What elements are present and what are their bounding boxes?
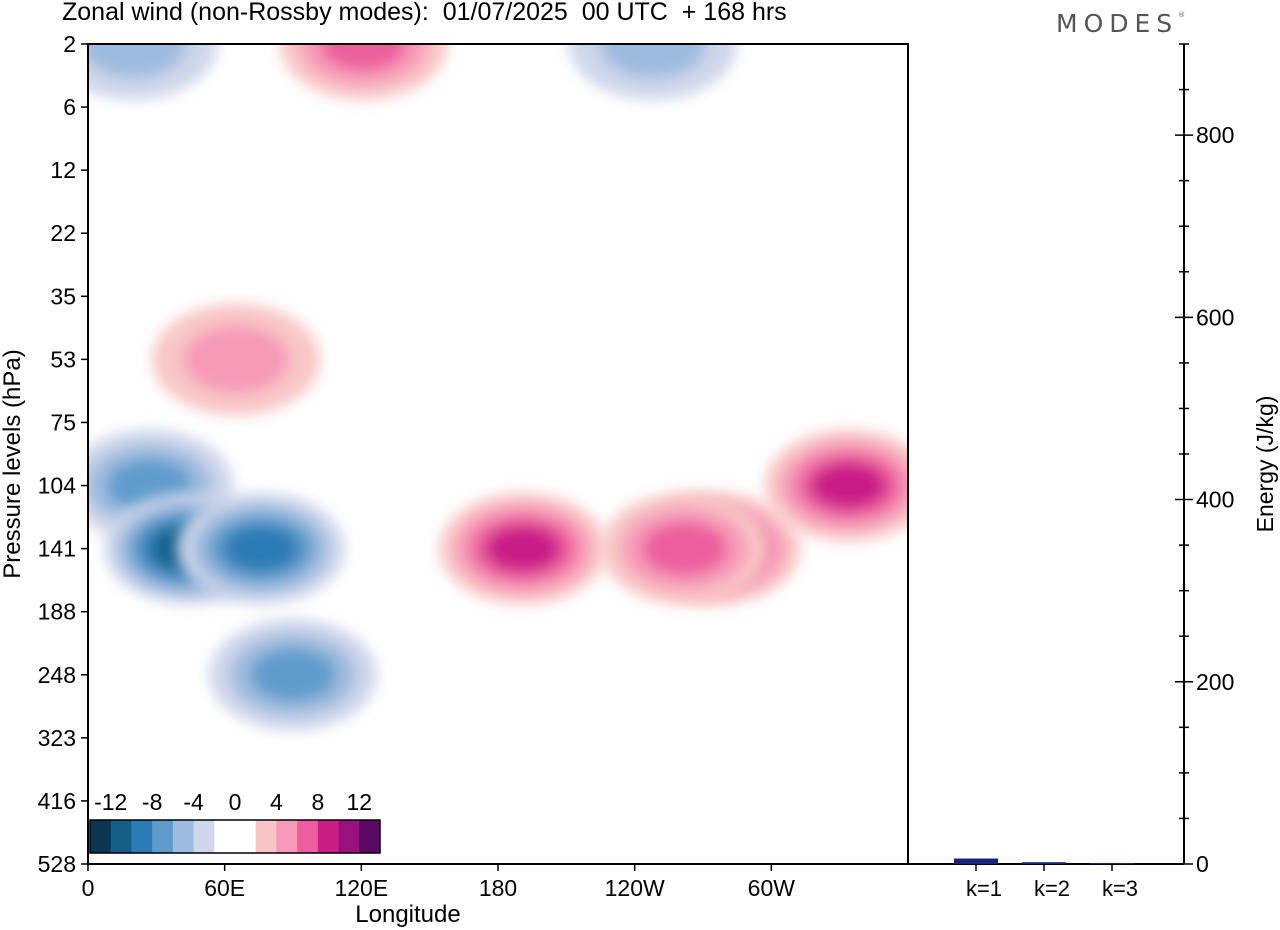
contour-band bbox=[183, 325, 290, 394]
colorbar-swatch bbox=[131, 820, 153, 853]
y-tick-label: 6 bbox=[63, 94, 76, 120]
colorbar-swatch bbox=[359, 820, 381, 853]
colorbar-frame bbox=[89, 819, 381, 854]
colorbar-label: 4 bbox=[270, 789, 283, 815]
registered-mark: ® bbox=[1178, 11, 1186, 19]
energy-tick-label: 200 bbox=[1196, 669, 1234, 695]
energy-tick-label: 0 bbox=[1196, 851, 1209, 877]
x-axis-title: Longitude bbox=[355, 901, 460, 928]
wind-anomaly-6 bbox=[439, 492, 608, 605]
contour-band bbox=[88, 44, 187, 78]
y-tick-label: 75 bbox=[50, 409, 76, 435]
wind-anomaly-11 bbox=[152, 303, 321, 416]
y-tick-label: 12 bbox=[50, 157, 76, 183]
energy-category-label: k=1 bbox=[966, 876, 1002, 901]
colorbar-swatch bbox=[193, 820, 215, 853]
colorbar-swatch bbox=[338, 820, 360, 853]
wind-anomaly-5 bbox=[568, 44, 737, 100]
colorbar-swatch bbox=[317, 820, 340, 853]
x-tick-label: 120W bbox=[605, 875, 665, 901]
axes: 0 60E 120E 180 120W 60W 2 6 12 22 35 53 75 104 141 188 2… bbox=[0, 31, 909, 928]
contour-band bbox=[223, 525, 299, 572]
wind-anomaly-2 bbox=[177, 492, 346, 605]
y-axis-title: Pressure levels (hPa) bbox=[0, 349, 26, 578]
colorbar-swatch bbox=[214, 820, 236, 853]
energy-bar-k=1 bbox=[954, 858, 998, 864]
y-tick-label: 248 bbox=[38, 662, 76, 688]
wind-anomaly-4 bbox=[88, 44, 218, 100]
energy-category-label: k=3 bbox=[1102, 876, 1138, 901]
contour-band bbox=[642, 521, 728, 576]
colorbar-swatch bbox=[276, 820, 298, 853]
colorbar-swatch bbox=[255, 820, 277, 853]
y-tick-label: 141 bbox=[38, 536, 76, 562]
wind-anomaly-8 bbox=[600, 492, 769, 605]
x-tick-label: 0 bbox=[82, 875, 95, 901]
energy-category-label: k=2 bbox=[1034, 876, 1070, 901]
x-tick-label: 180 bbox=[479, 875, 517, 901]
y-tick-label: 104 bbox=[38, 473, 77, 499]
energy-tick-label: 800 bbox=[1196, 122, 1234, 148]
colorbar-label: -4 bbox=[183, 789, 204, 815]
wind-anomaly-9 bbox=[764, 429, 908, 542]
y-tick-label: 35 bbox=[50, 283, 76, 309]
wind-anomaly-10 bbox=[279, 44, 448, 100]
energy-tick-label: 400 bbox=[1196, 487, 1234, 513]
y-tick-label: 53 bbox=[50, 346, 76, 372]
y-tick-label: 22 bbox=[50, 220, 76, 246]
contour-band bbox=[320, 44, 407, 71]
colorbar-swatch bbox=[297, 820, 319, 853]
modes-logo: MODES® bbox=[1056, 9, 1185, 38]
contour-band bbox=[485, 525, 561, 572]
colorbar-swatch bbox=[172, 820, 195, 853]
logo-text: MODES bbox=[1056, 9, 1179, 38]
energy-tick-label: 600 bbox=[1196, 304, 1234, 330]
colorbar-swatch bbox=[235, 820, 257, 853]
y-tick-label: 323 bbox=[38, 725, 76, 751]
contour-band bbox=[599, 44, 706, 78]
y-tick-label: 528 bbox=[38, 851, 76, 877]
energy-bar-k=2 bbox=[1022, 862, 1066, 864]
colorbar: -12 -8 -4 0 4 8 12 bbox=[89, 789, 381, 854]
x-tick-label: 60W bbox=[748, 875, 796, 901]
contour-field bbox=[88, 44, 908, 731]
y-tick-label: 2 bbox=[63, 31, 76, 57]
colorbar-swatch bbox=[90, 820, 112, 853]
energy-bar-k=3 bbox=[1090, 863, 1134, 865]
colorbar-label: 0 bbox=[229, 789, 242, 815]
colorbar-swatch bbox=[152, 820, 174, 853]
wind-anomaly-3 bbox=[209, 618, 377, 731]
colorbar-label: 8 bbox=[311, 789, 324, 815]
y-tick-label: 416 bbox=[38, 788, 76, 814]
colorbar-label: -12 bbox=[94, 789, 127, 815]
contour-band bbox=[250, 648, 336, 702]
y-tick-label: 188 bbox=[38, 599, 76, 625]
chart-title: Zonal wind (non-Rossby modes): 01/07/202… bbox=[62, 0, 787, 26]
colorbar-label: -8 bbox=[142, 789, 162, 815]
energy-axis-title: Energy (J/kg) bbox=[1252, 396, 1278, 533]
energy-bar-panel: 0 200 400 600 800 Energy (J/kg) k=1 k=2 k=3 bbox=[908, 43, 1278, 901]
contour-band bbox=[811, 462, 887, 509]
colorbar-swatch bbox=[110, 820, 132, 853]
x-tick-label: 120E bbox=[334, 875, 388, 901]
colorbar-label: 12 bbox=[346, 789, 372, 815]
x-tick-label: 60E bbox=[204, 875, 245, 901]
